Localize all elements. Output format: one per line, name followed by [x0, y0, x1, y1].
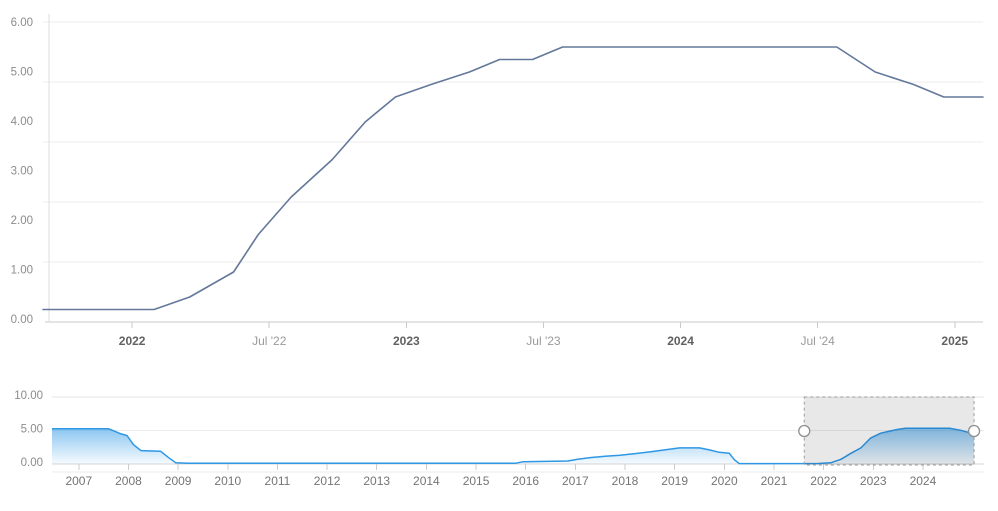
x-tick-label: Jul '24 — [800, 334, 835, 348]
nav-left-handle[interactable] — [798, 424, 811, 438]
nav-x-tick-label: 2021 — [761, 474, 788, 488]
y-tick-label: 3.00 — [11, 166, 33, 178]
nav-x-tick-label: 2018 — [612, 474, 639, 488]
nav-x-tick-label: 2008 — [115, 474, 142, 488]
nav-area-fill — [52, 428, 975, 464]
nav-selection-border — [803, 396, 975, 466]
nav-y-tick-label: 0.00 — [21, 457, 43, 469]
x-tick-label: Jul '23 — [526, 334, 561, 348]
nav-x-tick-label: 2023 — [860, 474, 887, 488]
y-tick-label: 5.00 — [11, 67, 33, 79]
rate-series-line — [42, 46, 984, 311]
nav-x-tick-label: 2013 — [363, 474, 390, 488]
nav-y-tick-label: 5.00 — [21, 424, 43, 436]
y-tick-label: 2.00 — [11, 215, 33, 227]
navigator-y-axis-labels: 10.00 5.00 0.00 — [14, 390, 43, 469]
nav-y-tick-label: 10.00 — [14, 390, 43, 402]
nav-x-tick-label: 2014 — [413, 474, 440, 488]
y-tick-label: 0.00 — [11, 314, 33, 326]
navigator: 10.00 5.00 0.00 2007 2008 2009 2010 2011 2012 201… — [14, 390, 984, 488]
x-tick-label: 2024 — [667, 334, 694, 348]
nav-x-tick-label: 2017 — [562, 474, 589, 488]
nav-series-line — [52, 427, 975, 465]
nav-x-tick-label: 2011 — [265, 474, 291, 488]
main-gridlines — [43, 14, 983, 323]
y-tick-label: 6.00 — [11, 17, 33, 29]
x-tick-label: 2023 — [393, 334, 420, 348]
main-x-axis-labels: 2022 Jul '22 2023 Jul '23 2024 Jul '24 2025 — [119, 322, 968, 348]
nav-x-tick-label: 2016 — [512, 474, 539, 488]
x-tick-label: 2022 — [119, 334, 146, 348]
y-tick-label: 1.00 — [11, 265, 33, 277]
nav-x-tick-label: 2024 — [910, 474, 937, 488]
nav-x-tick-label: 2009 — [165, 474, 192, 488]
y-tick-label: 4.00 — [11, 116, 33, 128]
navigator-x-axis-labels: 2007 2008 2009 2010 2011 2012 2013 2014 2015 2016… — [65, 464, 937, 488]
x-tick-label: 2025 — [941, 334, 968, 348]
nav-x-tick-label: 2022 — [810, 474, 837, 488]
x-tick-label: Jul '22 — [252, 334, 287, 348]
nav-selected-range[interactable] — [804, 397, 975, 465]
nav-x-tick-label: 2019 — [661, 474, 688, 488]
main-plot-area[interactable] — [43, 22, 983, 322]
nav-x-tick-label: 2012 — [314, 474, 341, 488]
nav-x-tick-label: 2020 — [711, 474, 738, 488]
nav-x-tick-label: 2010 — [214, 474, 241, 488]
nav-x-tick-label: 2007 — [65, 474, 92, 488]
main-y-axis-labels: 6.00 5.00 4.00 3.00 2.00 1.00 0.00 — [11, 17, 33, 326]
nav-right-handle[interactable] — [967, 424, 981, 438]
nav-x-tick-label: 2015 — [463, 474, 490, 488]
